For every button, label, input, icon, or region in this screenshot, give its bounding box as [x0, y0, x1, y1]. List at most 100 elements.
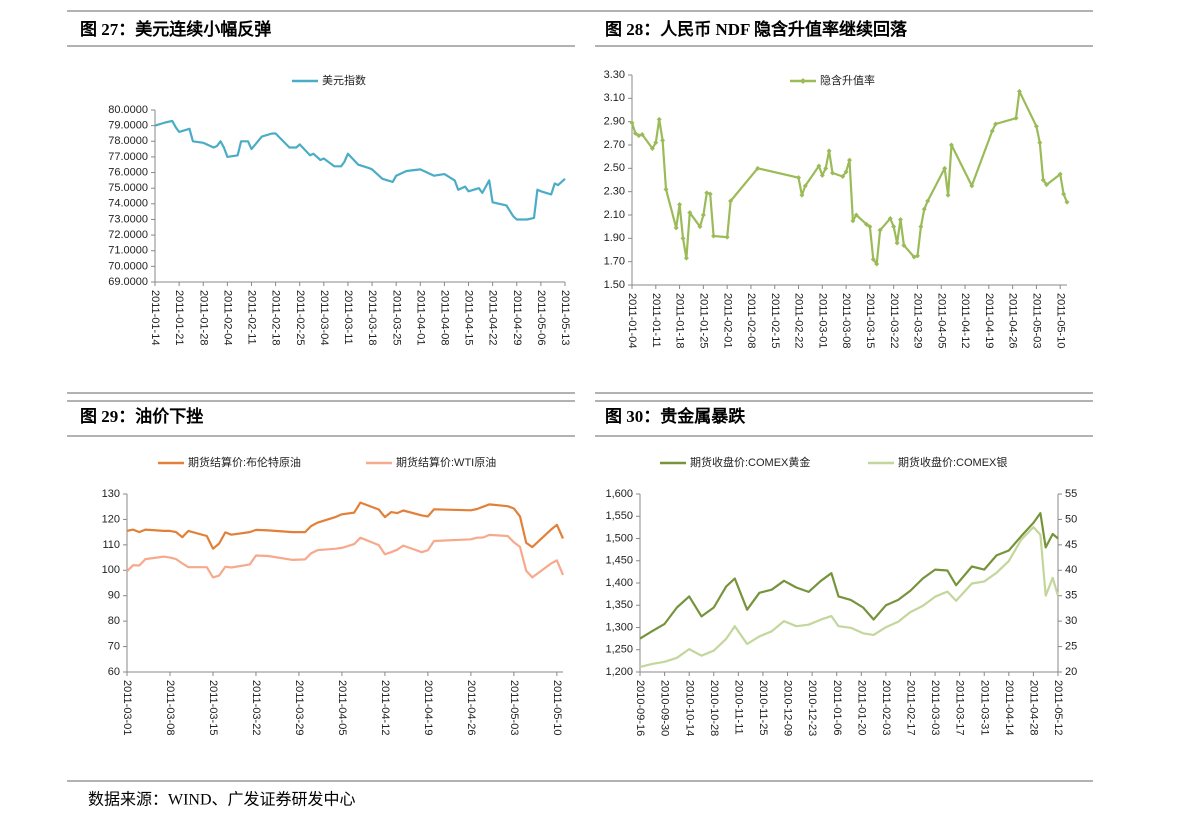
y-tick-label: 130 — [102, 488, 120, 500]
y-tick-label: 2.30 — [604, 186, 625, 198]
x-tick-label: 2011-03-11 — [342, 290, 354, 345]
data-point — [683, 255, 689, 261]
x-tick-label: 2011-02-17 — [905, 680, 917, 735]
y-tick-label: 35 — [1065, 590, 1077, 602]
x-tick-label: 2011-03-18 — [366, 290, 378, 345]
x-tick-label: 2011-03-01 — [121, 680, 133, 735]
x-tick-label: 2011-03-04 — [318, 290, 330, 345]
data-point — [819, 172, 825, 178]
y-tick-label: 50 — [1065, 513, 1077, 525]
y-tick-label: 30 — [1065, 615, 1077, 627]
data-point — [1057, 171, 1063, 177]
x-tick-label: 2011-05-03 — [508, 680, 520, 735]
data-point — [649, 146, 655, 151]
data-point — [711, 233, 717, 239]
x-tick-label: 2010-11-25 — [757, 680, 769, 735]
y-tick-label: 1,400 — [605, 577, 633, 589]
data-point — [853, 212, 859, 218]
figure-caption: 图 28：人民币 NDF 隐含升值率继续回落 — [605, 19, 908, 39]
y-tick-label: 110 — [102, 539, 120, 551]
x-tick-label: 2011-01-18 — [674, 293, 686, 348]
figure-caption: 图 30：贵金属暴跌 — [605, 406, 746, 426]
data-point — [863, 221, 869, 227]
x-tick-label: 2011-04-05 — [935, 293, 947, 348]
y-tick-label: 1.70 — [604, 256, 625, 268]
x-tick-label: 2011-05-10 — [551, 680, 563, 735]
legend-label: 期货收盘价:COMEX黄金 — [690, 455, 810, 469]
x-tick-label: 2011-03-17 — [954, 680, 966, 735]
data-point — [802, 183, 808, 189]
x-tick-label: 2010-09-30 — [659, 680, 671, 736]
data-point — [660, 137, 666, 143]
x-tick-label: 2011-04-26 — [465, 680, 477, 735]
y-tick-label: 74.0000 — [108, 198, 148, 210]
x-tick-label: 2011-03-15 — [207, 680, 219, 735]
y-tick-label: 70.0000 — [108, 260, 148, 272]
x-tick-label: 2011-04-15 — [463, 290, 475, 345]
y-tick-label: 2.70 — [604, 139, 625, 151]
x-tick-label: 2010-09-16 — [634, 680, 646, 736]
y-tick-label: 79.0000 — [108, 120, 148, 132]
x-tick-label: 2011-02-18 — [270, 290, 282, 345]
x-tick-label: 2011-05-13 — [559, 290, 571, 345]
x-tick-label: 2011-04-01 — [414, 290, 426, 345]
x-tick-label: 2011-01-20 — [855, 680, 867, 735]
x-tick-label: 2011-01-11 — [650, 293, 662, 348]
x-tick-label: 2011-02-04 — [221, 290, 233, 345]
data-point — [826, 148, 832, 154]
x-tick-label: 2011-02-08 — [745, 293, 757, 348]
y-tick-label: 80 — [108, 615, 120, 627]
x-tick-label: 2011-04-14 — [1003, 680, 1015, 735]
data-point — [901, 242, 907, 248]
data-point — [897, 217, 903, 223]
x-tick-label: 2011-04-26 — [1007, 293, 1019, 348]
y-tick-label: 3.30 — [604, 69, 625, 81]
x-tick-label: 2011-04-29 — [511, 290, 523, 345]
data-point — [1016, 88, 1022, 94]
x-tick-label: 2011-03-01 — [816, 293, 828, 348]
x-tick-label: 2011-02-01 — [721, 293, 733, 348]
data-point — [1033, 123, 1039, 129]
x-tick-label: 2011-02-25 — [294, 290, 306, 345]
data-point — [891, 224, 897, 230]
data-point — [673, 225, 679, 231]
x-tick-label: 2011-03-29 — [293, 680, 305, 735]
data-point — [925, 198, 931, 204]
data-point — [680, 235, 686, 241]
data-point — [663, 186, 669, 192]
x-tick-label: 2011-03-31 — [978, 680, 990, 735]
x-tick-label: 2011-04-22 — [487, 290, 499, 345]
y-tick-label: 1,250 — [605, 644, 633, 656]
data-point — [894, 240, 900, 246]
data-line — [154, 119, 566, 221]
data-point — [799, 192, 805, 198]
data-point — [697, 224, 703, 230]
data-line — [630, 90, 1069, 266]
data-point — [823, 165, 829, 171]
data-point — [840, 174, 846, 179]
data-point — [989, 128, 995, 134]
y-tick-label: 1,450 — [605, 555, 633, 567]
y-tick-label: 1,500 — [605, 532, 633, 544]
data-point — [942, 165, 948, 171]
y-tick-label: 1.50 — [604, 279, 625, 291]
data-point — [755, 165, 761, 171]
y-tick-label: 80.0000 — [108, 104, 148, 116]
x-tick-label: 2011-04-28 — [1028, 680, 1040, 735]
x-tick-label: 2011-04-08 — [439, 290, 451, 345]
data-point — [948, 142, 954, 148]
data-line — [126, 501, 565, 550]
y-tick-label: 73.0000 — [108, 213, 148, 225]
x-tick-label: 2011-03-22 — [888, 293, 900, 348]
x-tick-label: 2011-02-03 — [880, 680, 892, 735]
x-tick-label: 2011-01-06 — [831, 680, 843, 735]
x-tick-label: 2011-03-15 — [864, 293, 876, 348]
data-point — [629, 120, 635, 126]
legend-marker — [800, 78, 806, 84]
legend-label: 美元指数 — [322, 73, 366, 87]
legend-label: 期货结算价:布伦特原油 — [188, 455, 301, 469]
data-point — [877, 227, 883, 233]
figure-caption: 图 27：美元连续小幅反弹 — [80, 19, 271, 39]
x-tick-label: 2011-04-19 — [983, 293, 995, 348]
